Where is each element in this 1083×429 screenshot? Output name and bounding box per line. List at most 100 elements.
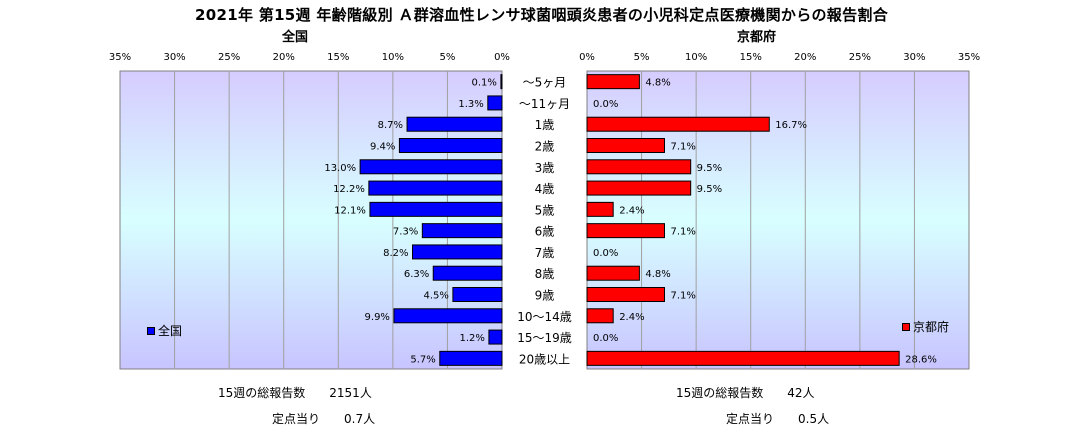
legend-right: 京都府: [902, 318, 949, 335]
category-label: 20歳以上: [519, 352, 570, 366]
left-data-label: 8.7%: [378, 120, 403, 131]
category-label: 7歳: [535, 246, 555, 260]
category-label: ～11ヶ月: [519, 97, 570, 111]
category-label: ～5ヶ月: [523, 76, 567, 90]
right-x-tick-label: 35%: [958, 52, 980, 63]
left-x-tick-label: 15%: [327, 52, 349, 63]
right-data-label: 7.1%: [670, 291, 695, 302]
right-data-label: 9.5%: [697, 163, 722, 174]
left-per-label: 定点当り: [272, 412, 321, 426]
right-total-label: 15週の総報告数: [676, 386, 764, 400]
right-per-row: 定点当り 0.5人: [726, 410, 829, 427]
left-bar: [487, 95, 503, 111]
left-x-tick-label: 30%: [163, 52, 185, 63]
left-bar: [432, 265, 503, 281]
legend-right-label: 京都府: [913, 320, 950, 334]
left-bar: [368, 180, 503, 196]
right-x-tick-label: 20%: [794, 52, 816, 63]
left-x-tick-label: 5%: [439, 52, 455, 63]
right-x-tick-label: 25%: [849, 52, 871, 63]
right-data-label: 9.5%: [697, 184, 722, 195]
right-bar: [586, 350, 900, 366]
right-data-label: 0.0%: [593, 248, 618, 259]
category-label: 1歳: [535, 118, 555, 132]
right-total-value: 42人: [787, 386, 815, 400]
right-x-tick-label: 0%: [579, 52, 595, 63]
right-per-value: 0.5人: [798, 412, 830, 426]
left-total-label: 15週の総報告数: [218, 386, 306, 400]
right-bar: [586, 138, 665, 153]
left-total-row: 15週の総報告数 2151人: [218, 384, 372, 401]
chart-title: 2021年 第15週 年齢階級別 Ａ群溶血性レンサ球菌咽頭炎患者の小児科定点医療…: [195, 6, 888, 24]
left-bar: [369, 201, 503, 217]
category-label: 2歳: [535, 140, 555, 154]
right-data-label: 16.7%: [775, 120, 807, 131]
category-label: 6歳: [535, 225, 555, 239]
left-bar: [439, 350, 503, 366]
right-bar: [586, 180, 692, 196]
left-data-label: 9.4%: [370, 142, 395, 153]
left-data-label: 9.9%: [365, 312, 390, 323]
right-data-label: 7.1%: [670, 142, 695, 153]
category-label: 3歳: [535, 161, 555, 175]
left-per-value: 0.7人: [344, 412, 376, 426]
left-data-label: 6.3%: [404, 269, 429, 280]
category-label: 9歳: [535, 289, 555, 303]
legend-left: 全国: [147, 322, 182, 339]
right-bar: [586, 201, 614, 217]
left-bar: [412, 244, 503, 260]
right-bar: [586, 159, 692, 175]
left-data-label: 13.0%: [324, 163, 356, 174]
right-x-tick-label: 10%: [685, 52, 707, 63]
legend-right-swatch: [902, 322, 910, 331]
left-panel-title: 全国: [282, 30, 309, 45]
right-bar: [586, 74, 640, 90]
left-x-tick-label: 20%: [273, 52, 295, 63]
right-bar: [586, 116, 770, 132]
left-data-label: 0.1%: [472, 78, 497, 89]
left-per-row: 定点当り 0.7人: [272, 410, 375, 427]
right-bar: [586, 308, 614, 324]
left-data-label: 5.7%: [410, 354, 435, 365]
right-x-tick-label: 30%: [903, 52, 925, 63]
left-data-label: 4.5%: [423, 291, 448, 302]
left-total-value: 2151人: [329, 386, 372, 400]
left-bar: [359, 159, 503, 175]
right-x-tick-label: 15%: [740, 52, 762, 63]
right-x-tick-label: 5%: [634, 52, 650, 63]
left-x-tick-label: 0%: [494, 52, 510, 63]
left-x-tick-label: 25%: [218, 52, 240, 63]
right-bar: [586, 265, 640, 281]
left-bar: [452, 287, 503, 302]
right-total-row: 15週の総報告数 42人: [676, 384, 815, 401]
category-label: 10～14歳: [517, 310, 572, 324]
right-data-label: 2.4%: [619, 205, 644, 216]
right-data-label: 0.0%: [593, 333, 618, 344]
right-data-label: 0.0%: [593, 99, 618, 110]
right-data-label: 2.4%: [619, 312, 644, 323]
left-x-tick-label: 35%: [109, 52, 131, 63]
right-bar: [586, 287, 665, 302]
left-data-label: 1.2%: [459, 333, 484, 344]
right-data-label: 7.1%: [670, 227, 695, 238]
right-bar: [586, 223, 665, 239]
category-label: 4歳: [535, 182, 555, 196]
category-label: 15～19歳: [517, 331, 572, 345]
right-panel-title: 京都府: [737, 30, 777, 45]
left-bar: [500, 74, 503, 90]
left-bar: [488, 329, 503, 345]
left-data-label: 7.3%: [393, 227, 418, 238]
left-bar: [398, 138, 503, 153]
left-data-label: 12.1%: [334, 205, 366, 216]
left-bar: [406, 116, 503, 132]
left-bar: [421, 223, 503, 239]
right-data-label: 4.8%: [645, 78, 670, 89]
right-data-label: 28.6%: [905, 354, 937, 365]
left-data-label: 12.2%: [333, 184, 365, 195]
right-per-label: 定点当り: [726, 412, 775, 426]
left-x-tick-label: 10%: [382, 52, 404, 63]
right-data-label: 4.8%: [645, 269, 670, 280]
category-label: 8歳: [535, 267, 555, 281]
legend-left-swatch: [147, 326, 155, 335]
